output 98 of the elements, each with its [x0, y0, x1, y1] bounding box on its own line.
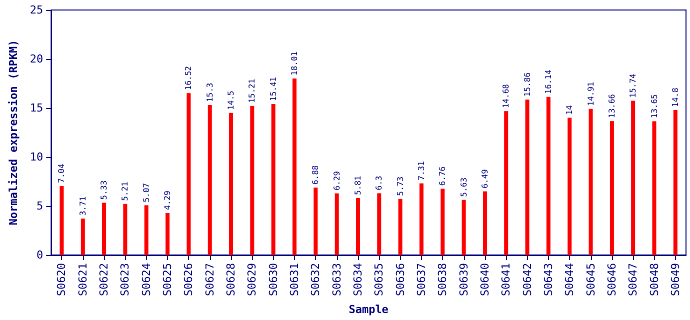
data-label: 7.04: [57, 164, 66, 183]
data-label: 18.01: [290, 51, 300, 76]
x-tick-label: S0627: [203, 262, 216, 296]
data-label: 16.52: [184, 66, 194, 90]
x-tick-label: S0636: [394, 262, 407, 296]
data-label: 6.49: [480, 168, 490, 188]
x-tick-label: S0623: [118, 262, 132, 296]
bar: [610, 121, 614, 255]
bar: [229, 112, 234, 255]
x-tick-label: S0649: [668, 262, 682, 296]
data-label: 15.41: [268, 76, 278, 101]
data-label: 5.21: [120, 181, 130, 201]
x-tick-label: S0641: [500, 262, 513, 296]
x-tick-label: S0629: [246, 262, 259, 296]
data-label: 15.86: [522, 72, 532, 97]
bar: [546, 96, 550, 255]
x-tick-label: S0631: [288, 262, 302, 296]
bar: [462, 200, 466, 255]
x-tick-label: S0647: [626, 262, 640, 296]
x-tick-label: S0648: [648, 262, 661, 296]
data-label: 5.81: [353, 176, 362, 196]
y-tick-label: 5: [36, 199, 44, 212]
bar: [525, 100, 530, 255]
x-tick-label: S0628: [224, 262, 238, 296]
data-label: 15.74: [628, 73, 638, 98]
bar: [419, 183, 424, 255]
bar: [398, 198, 402, 255]
x-tick-label: S0633: [330, 262, 344, 296]
data-label: 15.3: [205, 82, 214, 102]
y-tick-label: 15: [30, 101, 44, 114]
data-label: 14.91: [586, 82, 596, 106]
bar: [80, 218, 85, 255]
bar: [631, 100, 636, 255]
x-tick-label: S0621: [76, 262, 90, 296]
x-tick-label: S0637: [414, 262, 428, 296]
bar: [377, 193, 382, 255]
bar: [482, 191, 487, 255]
bar: [568, 118, 572, 255]
data-label: 14: [565, 104, 574, 115]
x-tick-label: S0640: [478, 262, 492, 296]
x-tick-label: S0622: [98, 262, 111, 296]
bar: [144, 205, 148, 255]
bar: [334, 193, 339, 255]
data-label: 14.5: [226, 90, 236, 110]
data-label: 6.3: [374, 176, 384, 190]
x-axis-title: Sample: [348, 303, 389, 316]
bar: [356, 198, 360, 255]
bar: [314, 188, 318, 255]
bar: [166, 212, 170, 255]
data-label: 4.29: [163, 190, 172, 210]
data-label: 15.21: [248, 78, 257, 103]
y-tick-label: 20: [30, 52, 44, 66]
data-label: 6.29: [332, 170, 342, 190]
x-tick-label: S0642: [520, 262, 534, 296]
bar: [102, 202, 106, 255]
x-tick-label: S0625: [161, 262, 174, 296]
x-tick-label: S0643: [542, 262, 555, 296]
data-label: 5.63: [459, 177, 468, 197]
y-axis-title: Normalized expression (RPKM): [7, 40, 20, 226]
data-label: 13.65: [650, 94, 659, 118]
data-label: 14.8: [670, 88, 680, 107]
data-label: 6.88: [311, 165, 320, 185]
y-tick-label: 25: [30, 4, 44, 16]
x-tick-label: S0639: [457, 262, 470, 296]
bar: [123, 204, 128, 255]
bar: [208, 105, 212, 255]
bar: [60, 186, 64, 255]
data-label: 14.68: [502, 84, 511, 108]
bar: [292, 78, 297, 255]
bar: [271, 104, 276, 255]
x-tick-label: S0635: [372, 262, 386, 296]
y-tick-label: 0: [36, 248, 44, 262]
data-label: 5.73: [396, 176, 405, 196]
data-label: 3.71: [78, 196, 88, 216]
x-tick-label: S0646: [605, 262, 618, 296]
x-tick-label: S0638: [436, 262, 450, 296]
x-tick-label: S0645: [584, 262, 598, 296]
x-tick-label: S0624: [140, 262, 153, 296]
bar: [652, 121, 656, 255]
data-label: 6.76: [438, 166, 448, 186]
bar: [504, 111, 508, 255]
data-label: 7.31: [416, 160, 426, 180]
data-label: 13.66: [607, 94, 616, 118]
x-tick-label: S0634: [351, 262, 364, 296]
data-label: 16.14: [544, 70, 553, 94]
data-label: 5.33: [100, 180, 109, 200]
bar: [588, 108, 593, 255]
data-label: 5.07: [142, 182, 151, 202]
bar: [440, 188, 445, 255]
bar: [250, 106, 254, 255]
x-tick-label: S0620: [55, 262, 68, 296]
x-tick-label: S0644: [563, 262, 576, 296]
bar: [673, 110, 678, 255]
x-tick-label: S0626: [182, 262, 196, 296]
x-tick-label: S0632: [309, 262, 322, 296]
bar: [186, 93, 191, 255]
x-tick-label: S0630: [266, 262, 280, 296]
y-tick-label: 10: [30, 150, 44, 164]
